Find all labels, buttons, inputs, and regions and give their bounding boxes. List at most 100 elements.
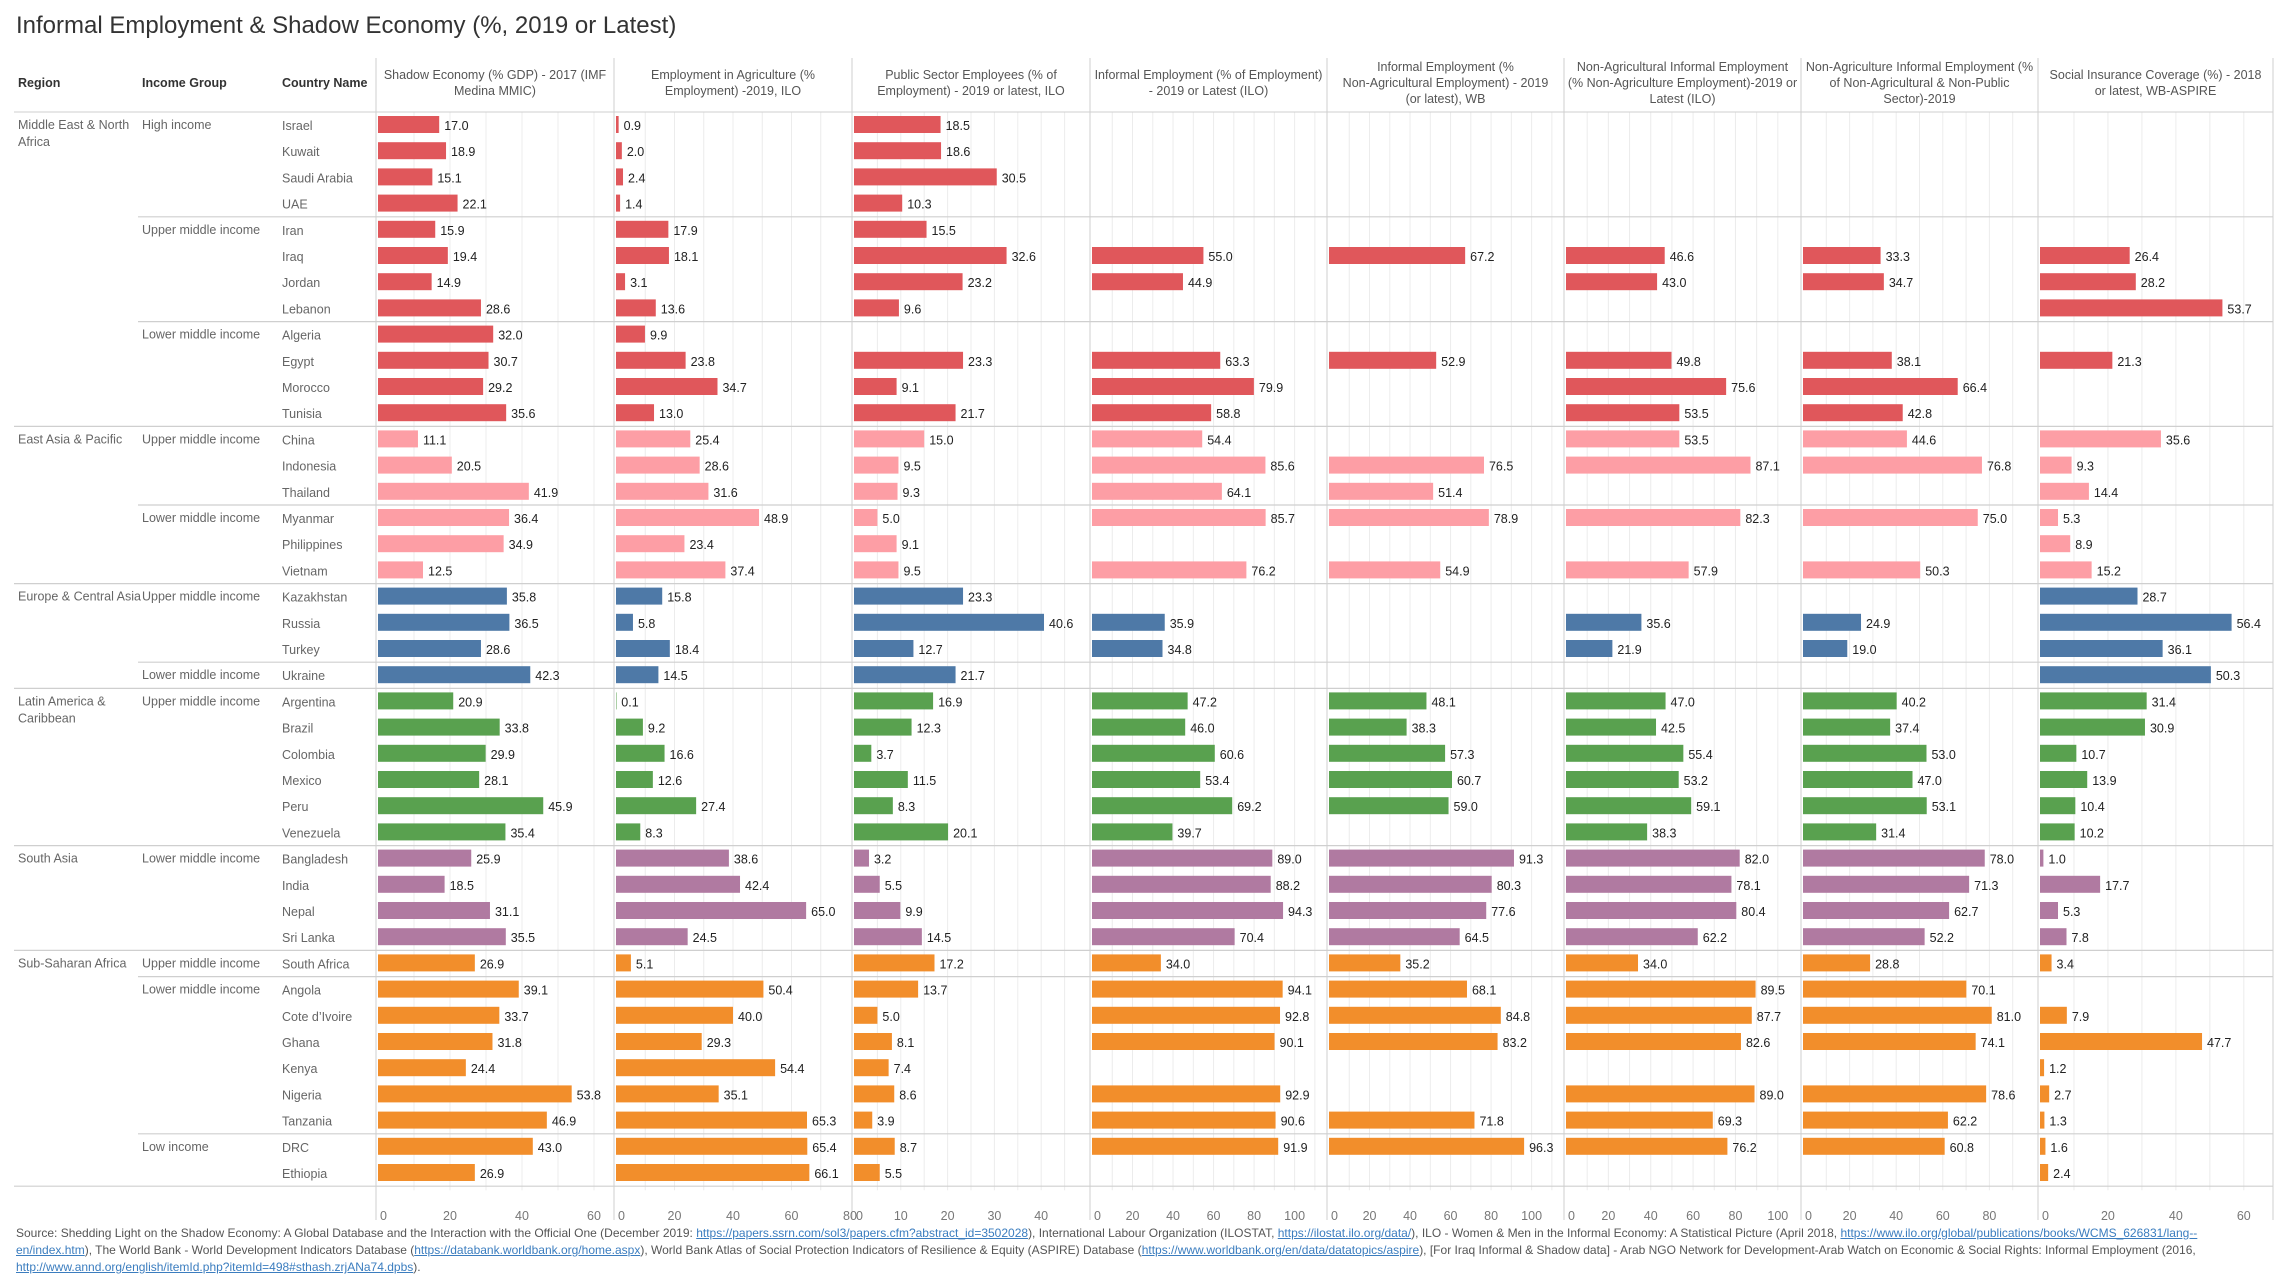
bar[interactable] [1566, 1137, 1728, 1155]
bar[interactable] [1803, 351, 1892, 369]
bar[interactable] [1092, 744, 1215, 762]
bar[interactable] [1803, 273, 1884, 291]
bar[interactable] [616, 692, 617, 710]
bar[interactable] [616, 980, 764, 998]
bar[interactable] [1566, 797, 1692, 815]
bar[interactable] [1329, 1033, 1498, 1050]
bar[interactable] [2040, 299, 2223, 317]
bar[interactable] [378, 456, 452, 474]
bar[interactable] [616, 535, 685, 553]
bar[interactable] [1566, 1085, 1755, 1103]
bar[interactable] [378, 692, 454, 710]
source-link[interactable]: https://databank.worldbank.org/home.aspx [414, 1243, 641, 1257]
bar[interactable] [854, 482, 898, 500]
bar[interactable] [1329, 744, 1446, 762]
bar[interactable] [854, 378, 897, 395]
bar[interactable] [1329, 771, 1452, 788]
bar[interactable] [2040, 1164, 2049, 1181]
bar[interactable] [378, 430, 418, 448]
bar[interactable] [616, 666, 659, 684]
bar[interactable] [1566, 823, 1648, 841]
bar[interactable] [616, 430, 691, 448]
bar[interactable] [2040, 954, 2052, 972]
bar[interactable] [378, 561, 423, 579]
bar[interactable] [378, 247, 448, 264]
bar[interactable] [616, 718, 643, 736]
bar[interactable] [616, 1111, 808, 1129]
bar[interactable] [854, 509, 878, 526]
bar[interactable] [616, 1059, 776, 1077]
bar[interactable] [854, 1137, 895, 1155]
bar[interactable] [854, 168, 997, 186]
bar[interactable] [616, 823, 641, 841]
bar[interactable] [1803, 640, 1848, 657]
bar[interactable] [1329, 692, 1427, 710]
bar[interactable] [1329, 509, 1489, 526]
bar[interactable] [1803, 823, 1877, 841]
bar[interactable] [854, 561, 899, 579]
bar[interactable] [616, 849, 729, 867]
bar[interactable] [1329, 1006, 1501, 1024]
bar[interactable] [1329, 482, 1434, 500]
bar[interactable] [1566, 561, 1689, 579]
bar[interactable] [854, 1033, 892, 1050]
bar[interactable] [616, 928, 688, 946]
bar[interactable] [1092, 1006, 1281, 1024]
bar[interactable] [1092, 273, 1183, 291]
bar[interactable] [1329, 875, 1492, 893]
bar[interactable] [1566, 692, 1666, 710]
bar[interactable] [2040, 1111, 2045, 1129]
bar[interactable] [616, 404, 655, 422]
bar[interactable] [1092, 430, 1203, 448]
bar[interactable] [378, 142, 447, 160]
bar[interactable] [1329, 954, 1401, 972]
bar[interactable] [1329, 980, 1467, 998]
source-link[interactable]: https://ilostat.ilo.org/data/ [1277, 1226, 1412, 1240]
bar[interactable] [1566, 273, 1658, 291]
bar[interactable] [2040, 771, 2088, 788]
bar[interactable] [854, 116, 941, 133]
bar[interactable] [1092, 456, 1266, 474]
source-link[interactable]: https://papers.ssrn.com/sol3/papers.cfm?… [696, 1226, 1029, 1240]
bar[interactable] [378, 640, 481, 657]
bar[interactable] [616, 744, 665, 762]
bar[interactable] [2040, 1006, 2067, 1024]
bar[interactable] [1803, 247, 1881, 264]
bar[interactable] [1566, 456, 1751, 474]
bar[interactable] [616, 954, 631, 972]
bar[interactable] [854, 823, 949, 841]
bar[interactable] [1803, 771, 1913, 788]
bar[interactable] [378, 1033, 493, 1050]
bar[interactable] [1092, 1111, 1276, 1129]
bar[interactable] [378, 404, 507, 422]
bar[interactable] [1566, 902, 1737, 919]
bar[interactable] [2040, 718, 2145, 736]
bar[interactable] [1803, 561, 1921, 579]
bar[interactable] [1803, 430, 1907, 448]
bar[interactable] [2040, 1033, 2203, 1050]
bar[interactable] [378, 902, 490, 919]
bar[interactable] [1803, 954, 1871, 972]
bar[interactable] [378, 116, 440, 133]
bar[interactable] [854, 771, 908, 788]
bar[interactable] [378, 718, 500, 736]
bar[interactable] [854, 640, 914, 657]
bar[interactable] [2040, 849, 2044, 867]
bar[interactable] [1329, 1111, 1475, 1129]
bar[interactable] [378, 194, 458, 212]
bar[interactable] [2040, 797, 2076, 815]
bar[interactable] [1329, 351, 1437, 369]
bar[interactable] [1092, 771, 1201, 788]
source-link[interactable]: https://www.ilo.org/global/publications/… [16, 1226, 2198, 1257]
bar[interactable] [1566, 718, 1657, 736]
bar[interactable] [854, 902, 901, 919]
bar[interactable] [854, 692, 934, 710]
bar[interactable] [854, 613, 1045, 631]
bar[interactable] [2040, 613, 2232, 631]
bar[interactable] [854, 351, 964, 369]
bar[interactable] [616, 1033, 702, 1050]
bar[interactable] [1092, 404, 1212, 422]
bar[interactable] [1803, 378, 1958, 395]
bar[interactable] [378, 1059, 466, 1077]
bar[interactable] [854, 404, 956, 422]
